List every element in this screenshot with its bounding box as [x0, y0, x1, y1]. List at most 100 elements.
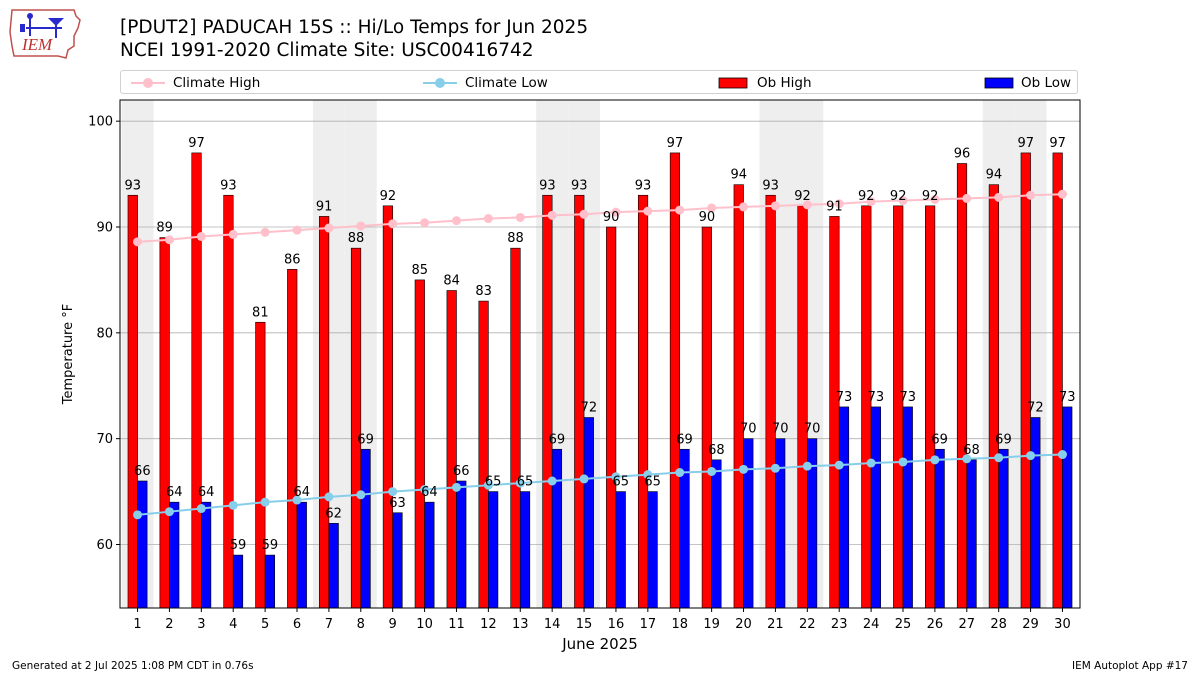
ob-low-bar: [264, 554, 275, 609]
ob-low-label: 62: [325, 506, 342, 521]
ob-high-bar: [893, 205, 904, 609]
ob-high-bar: [510, 247, 521, 609]
ob-high-label: 92: [380, 189, 397, 204]
climate-high-point: [802, 200, 812, 210]
climate-high-point: [834, 199, 844, 209]
climate-low-point: [643, 470, 653, 480]
x-tick-label: 25: [895, 617, 912, 632]
ob-low-bar: [934, 448, 945, 609]
x-tick-label: 8: [357, 617, 365, 632]
ob-high-label: 92: [922, 189, 939, 204]
climate-high-point: [930, 194, 940, 204]
ob-high-bar: [127, 194, 138, 609]
y-tick-label: 100: [88, 115, 113, 130]
climate-high-point: [133, 237, 143, 247]
ob-low-label: 68: [963, 443, 980, 458]
data-labels: 93 89 97 93 81 86 91 88 92 85 84 83 88 93 93 90 93 97 90 94…: [124, 136, 1075, 553]
ob-high-label: 93: [539, 178, 556, 193]
ob-low-label: 73: [900, 390, 917, 405]
climate-low-line-icon: [423, 78, 457, 88]
ob-low-label: 68: [708, 443, 725, 458]
ob-high-bar: [956, 163, 968, 609]
ob-low-label: 65: [485, 475, 502, 490]
x-tick-label: 27: [959, 617, 976, 632]
ob-high-bar: [765, 194, 776, 609]
climate-low-point: [324, 492, 334, 502]
x-tick-label: 11: [448, 617, 465, 632]
ob-low-bar: [966, 459, 977, 609]
ob-low-bar: [647, 491, 658, 609]
generated-timestamp: Generated at 2 Jul 2025 1:08 PM CDT in 0…: [12, 660, 254, 672]
climate-high-point: [643, 206, 653, 216]
climate-low-point: [866, 458, 876, 468]
climate-low-point: [898, 457, 908, 467]
ob-high-bar: [861, 205, 872, 609]
ob-high-swatch-icon: [718, 77, 748, 89]
ob-low-label: 64: [294, 485, 311, 500]
ob-high-bar: [255, 321, 266, 609]
ob-low-bar: [201, 501, 212, 609]
climate-high-point: [483, 214, 493, 224]
x-tick-label: 1: [133, 617, 141, 632]
ob-high-label: 93: [220, 178, 237, 193]
climate-high-point: [356, 221, 366, 231]
ob-low-bar: [488, 491, 499, 609]
climate-high-point: [1057, 189, 1067, 199]
climate-high-point: [579, 209, 589, 219]
ob-high-label: 96: [954, 147, 971, 162]
ob-high-bar: [988, 184, 999, 609]
climate-low-point: [675, 468, 685, 478]
y-axis-ticks: 60 70 80 90 100: [88, 115, 120, 553]
x-tick-label: 7: [325, 617, 333, 632]
climate-high-point: [228, 229, 238, 239]
x-tick-label: 19: [703, 617, 720, 632]
ob-low-label: 72: [581, 401, 598, 416]
ob-high-label: 93: [571, 178, 588, 193]
ob-high-label: 97: [667, 136, 684, 151]
chart-legend: Climate High Climate Low Ob High Ob Low: [120, 70, 1078, 94]
ob-high-bar: [478, 300, 489, 609]
ob-high-label: 97: [188, 136, 205, 151]
ob-low-bar: [838, 406, 850, 609]
x-tick-label: 14: [544, 617, 561, 632]
ob-low-label: 66: [134, 464, 151, 479]
y-tick-label: 60: [96, 538, 113, 553]
chart-title: [PDUT2] PADUCAH 15S :: Hi/Lo Temps for J…: [120, 17, 589, 38]
ob-low-bar: [615, 491, 626, 609]
ob-high-bar: [159, 237, 170, 609]
ob-low-bar: [870, 406, 881, 609]
ob-high-bar: [542, 194, 553, 609]
ob-low-label: 64: [166, 485, 183, 500]
ob-high-bar: [669, 152, 681, 609]
ob-low-bar: [424, 501, 435, 609]
ob-low-label: 65: [612, 475, 629, 490]
climate-low-point: [739, 464, 749, 474]
ob-low-label: 64: [198, 485, 215, 500]
climate-low-point: [451, 482, 461, 492]
x-tick-label: 12: [480, 617, 497, 632]
ob-low-label: 64: [421, 485, 438, 500]
climate-low-point: [260, 497, 270, 507]
ob-low-label: 66: [453, 464, 470, 479]
x-tick-label: 10: [416, 617, 433, 632]
ob-high-label: 92: [858, 189, 875, 204]
legend-label-climate-low: Climate Low: [465, 75, 548, 91]
climate-high-line: [137, 193, 1063, 243]
ob-low-label: 59: [230, 538, 247, 553]
ob-high-label: 90: [603, 210, 620, 225]
ob-high-label: 92: [890, 189, 907, 204]
climate-low-point: [834, 460, 844, 470]
climate-high-point: [898, 196, 908, 206]
ob-low-bar: [551, 448, 563, 609]
ob-low-label: 72: [1027, 401, 1044, 416]
ob-high-label: 81: [252, 305, 269, 320]
ob-high-bar: [701, 226, 712, 609]
weather-station-icon: [20, 13, 64, 38]
x-tick-label: 5: [261, 617, 269, 632]
legend-label-ob-high: Ob High: [757, 75, 812, 91]
ob-low-bar: [1030, 417, 1041, 609]
iem-logo: IEM: [8, 6, 82, 60]
climate-low-point: [388, 487, 398, 497]
ob-high-bar: [1052, 152, 1063, 609]
ob-low-label: 59: [262, 538, 279, 553]
